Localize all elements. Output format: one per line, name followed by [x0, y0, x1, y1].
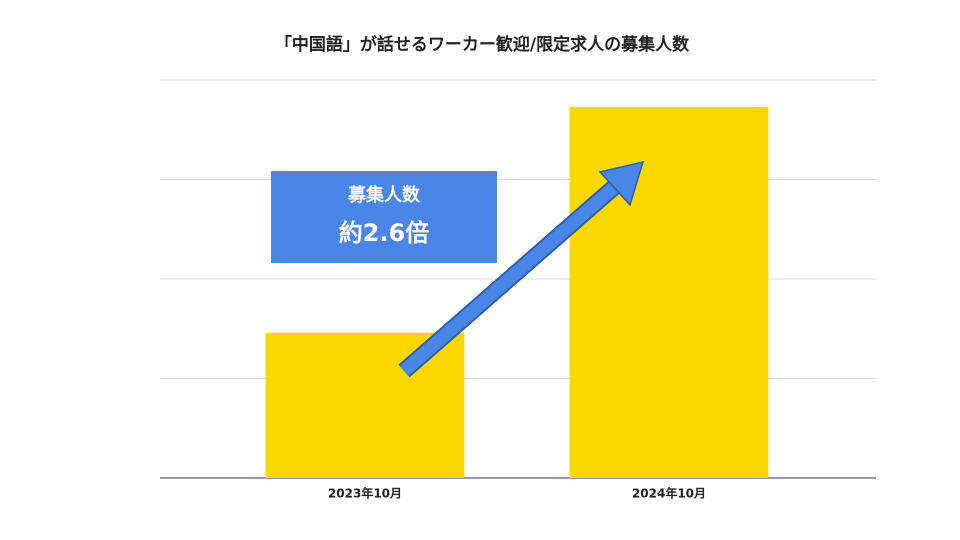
bar	[569, 106, 769, 479]
annotation-box	[271, 171, 497, 263]
x-tick-label: 2024年10月	[632, 486, 706, 501]
annotation-line: 募集人数	[347, 184, 421, 206]
annotation-line: 約2.6倍	[339, 219, 430, 247]
arrow-head	[598, 160, 645, 207]
x-tick-label: 2023年10月	[328, 486, 402, 501]
chart-title: 「中国語」が話せるワーカー歓迎/限定求人の募集人数	[275, 34, 690, 55]
arrow-shaft	[399, 177, 625, 376]
